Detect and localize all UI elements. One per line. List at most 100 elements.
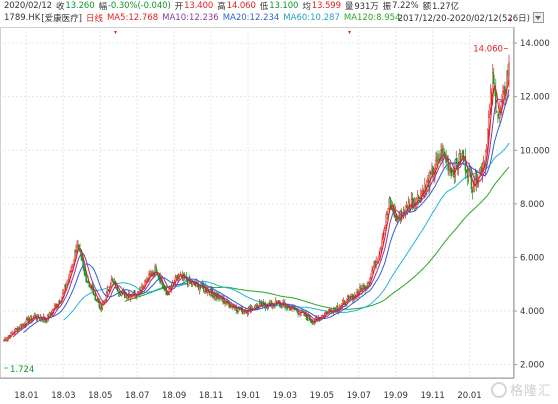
candle-body	[169, 285, 172, 288]
candle-body	[489, 91, 492, 109]
x-tick-label: 18.07	[125, 391, 149, 401]
candle-body	[443, 151, 445, 156]
x-tick-label: 18.09	[162, 391, 186, 401]
candle-body	[63, 290, 65, 294]
amount-label: 额	[422, 2, 432, 12]
candle-body	[371, 270, 373, 273]
high-value: 14.060	[226, 1, 256, 11]
close-label: 收	[56, 2, 65, 12]
watermark: 格隆汇	[490, 380, 552, 399]
x-tick-label: 19.05	[310, 391, 334, 401]
candle-body	[25, 319, 28, 326]
candle-body	[286, 307, 288, 309]
candle-body	[347, 296, 349, 300]
candle-body	[85, 274, 87, 283]
candle-body	[52, 308, 55, 311]
candle-body	[496, 111, 498, 113]
close-value: 13.260	[65, 1, 95, 11]
candle-body	[140, 289, 142, 292]
candle-body	[464, 156, 467, 171]
candle-body	[6, 338, 8, 341]
event-flag-icon	[348, 31, 351, 34]
amount-value: 1.27亿	[431, 2, 459, 12]
y-axis: 14.000 12.000 10.000 8.000 6.000 4.000 2.000	[513, 27, 550, 378]
candle-body	[145, 281, 147, 283]
candle-body	[502, 91, 504, 98]
candle-body	[426, 181, 428, 190]
range-dropdown-icon[interactable]	[533, 12, 544, 23]
candle-body	[465, 170, 468, 174]
candle-body	[372, 267, 374, 272]
x-tick-label: 20.01	[457, 391, 481, 401]
candle-body	[499, 108, 501, 119]
amplitude-label: 振	[382, 2, 392, 12]
amplitude-value: 7.22%	[392, 1, 419, 11]
high-label: 高	[217, 2, 226, 12]
candle-body	[454, 159, 456, 175]
candle-body	[333, 308, 336, 310]
candle-body	[258, 302, 261, 305]
open-label: 开	[174, 2, 184, 12]
low-price-label: 1.724	[10, 365, 34, 375]
period-label[interactable]: 日线	[85, 14, 103, 24]
y-tick-label: 10.000	[520, 146, 550, 156]
y-tick-label: 8.000	[520, 200, 544, 210]
ma10-path	[12, 89, 510, 338]
x-tick-label: 19.11	[420, 391, 444, 401]
moving-average-legend: 1789.HK [爱康医疗] 日线 MA5:12.768 MA10:12.236…	[0, 12, 558, 24]
change-label: 幅	[98, 2, 108, 12]
low-label: 低	[259, 2, 269, 12]
candle-body	[111, 278, 114, 282]
stock-name: [爱康医疗]	[41, 14, 82, 24]
candle-body	[107, 289, 110, 292]
candle-body	[473, 183, 476, 191]
candle-body	[78, 244, 80, 249]
volume-label: 量	[344, 2, 354, 12]
candle-body	[163, 287, 165, 290]
candle-body	[295, 309, 297, 311]
candle-body	[224, 302, 226, 304]
y-tick-label: 6.000	[520, 253, 544, 263]
candle-body	[508, 62, 510, 77]
ma20-path	[23, 94, 510, 333]
x-tick-label: 19.09	[384, 391, 408, 401]
candle-body	[229, 306, 231, 308]
avg-value: 13.599	[311, 1, 341, 11]
candle-body	[168, 286, 171, 295]
candle-body	[101, 302, 104, 309]
candle-body	[493, 75, 495, 84]
chart-grid	[0, 27, 514, 379]
x-tick-label: 19.01	[236, 391, 260, 401]
ma60-legend: MA60:10.287	[283, 13, 340, 23]
candle-body	[339, 305, 342, 308]
candle-body	[285, 305, 287, 308]
y-tick-label: 12.000	[520, 93, 550, 103]
candle-body	[155, 266, 157, 273]
candle-body	[64, 285, 66, 292]
quote-date: 2020/02/12	[4, 1, 52, 11]
ma20-legend: MA20:12.234	[222, 13, 280, 23]
candle-body	[404, 205, 407, 215]
candle-body	[81, 254, 83, 262]
annotations: 14.060 1.724	[4, 19, 512, 375]
x-tick-label: 19.03	[273, 391, 297, 401]
candle-body	[370, 273, 372, 279]
y-tick-label: 14.000	[520, 39, 550, 49]
ma5-line	[7, 79, 510, 340]
low-value: 13.100	[269, 1, 299, 11]
candle-body	[348, 295, 350, 298]
high-price-label: 14.060	[473, 44, 503, 54]
avg-label: 均	[302, 2, 311, 12]
x-tick-label: 18.05	[88, 391, 112, 401]
candle-body	[387, 208, 390, 215]
stock-code: 1789.HK	[4, 13, 41, 23]
event-flag-icon	[114, 31, 117, 34]
candle-body	[389, 197, 392, 204]
candle-body	[162, 285, 164, 289]
ma120-line	[124, 166, 510, 310]
candle-body	[314, 317, 317, 323]
plot-frame	[0, 27, 514, 379]
candle-body	[149, 274, 151, 276]
candle-body	[71, 266, 73, 272]
